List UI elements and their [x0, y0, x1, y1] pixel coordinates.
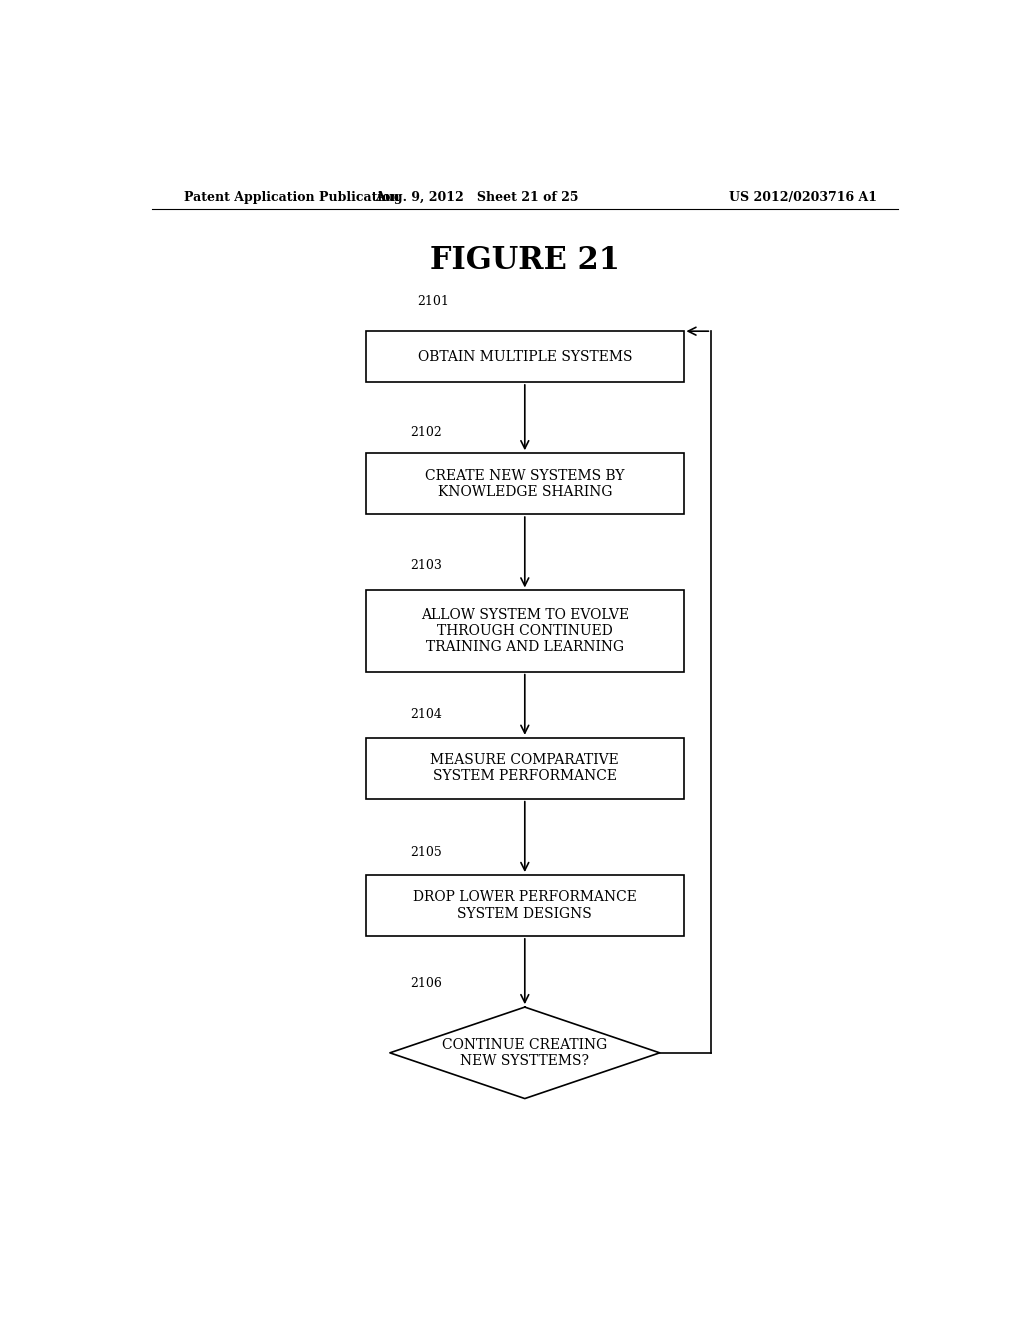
Bar — [367, 453, 684, 515]
Text: CREATE NEW SYSTEMS BY
KNOWLEDGE SHARING: CREATE NEW SYSTEMS BY KNOWLEDGE SHARING — [425, 469, 625, 499]
Bar — [367, 590, 684, 672]
Text: 2103: 2103 — [410, 560, 441, 572]
Text: 2106: 2106 — [410, 977, 441, 990]
Text: US 2012/0203716 A1: US 2012/0203716 A1 — [728, 190, 877, 203]
Text: FIGURE 21: FIGURE 21 — [430, 244, 620, 276]
Text: MEASURE COMPARATIVE
SYSTEM PERFORMANCE: MEASURE COMPARATIVE SYSTEM PERFORMANCE — [430, 754, 620, 783]
Text: 2105: 2105 — [410, 846, 441, 859]
Text: 2102: 2102 — [410, 426, 441, 440]
Text: 2104: 2104 — [410, 709, 441, 722]
Text: DROP LOWER PERFORMANCE
SYSTEM DESIGNS: DROP LOWER PERFORMANCE SYSTEM DESIGNS — [413, 891, 637, 920]
Bar — [367, 738, 684, 799]
Text: Aug. 9, 2012   Sheet 21 of 25: Aug. 9, 2012 Sheet 21 of 25 — [376, 190, 579, 203]
Text: OBTAIN MULTIPLE SYSTEMS: OBTAIN MULTIPLE SYSTEMS — [418, 350, 632, 363]
Text: Patent Application Publication: Patent Application Publication — [183, 190, 399, 203]
Text: ALLOW SYSTEM TO EVOLVE
THROUGH CONTINUED
TRAINING AND LEARNING: ALLOW SYSTEM TO EVOLVE THROUGH CONTINUED… — [421, 607, 629, 655]
Bar — [367, 875, 684, 936]
Text: CONTINUE CREATING
NEW SYSTTEMS?: CONTINUE CREATING NEW SYSTTEMS? — [442, 1038, 607, 1068]
Polygon shape — [390, 1007, 659, 1098]
Bar — [367, 331, 684, 381]
Text: 2101: 2101 — [418, 294, 450, 308]
